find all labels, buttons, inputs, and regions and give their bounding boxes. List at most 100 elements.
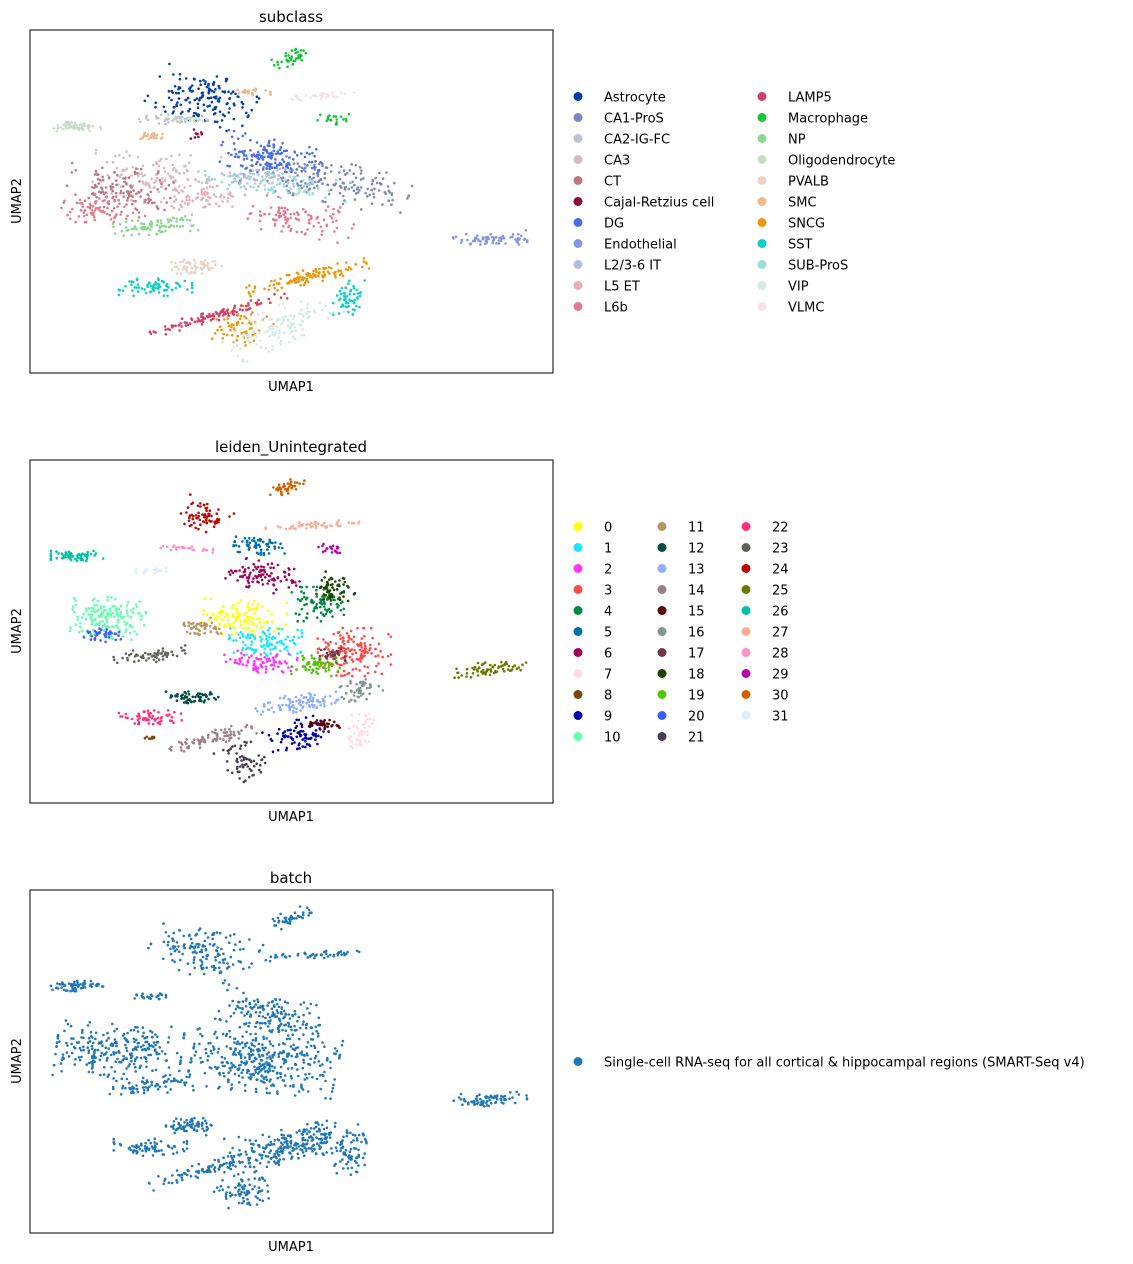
scatter-point <box>164 118 167 121</box>
scatter-point <box>368 683 372 686</box>
scatter-point <box>120 229 124 233</box>
scatter-point <box>336 606 339 609</box>
scatter-point <box>381 689 385 692</box>
scatter-point <box>240 150 244 153</box>
legend-marker <box>573 522 583 531</box>
scatter-point <box>93 554 96 557</box>
scatter-point <box>159 137 163 140</box>
scatter-point <box>295 707 298 711</box>
scatter-point <box>187 693 191 696</box>
scatter-point <box>346 647 350 650</box>
scatter-point <box>203 109 206 112</box>
axes-frame <box>29 29 554 374</box>
scatter-point <box>270 166 274 169</box>
scatter-point <box>164 931 168 934</box>
scatter-point <box>183 201 187 205</box>
scatter-point <box>469 242 473 245</box>
scatter-point <box>288 568 291 571</box>
scatter-point <box>194 261 197 264</box>
scatter-point <box>341 202 345 206</box>
scatter-point <box>497 242 501 245</box>
scatter-point <box>232 323 235 327</box>
scatter-point <box>334 123 338 126</box>
scatter-point <box>288 639 292 643</box>
scatter-point <box>399 211 402 214</box>
scatter-point <box>263 761 267 765</box>
scatter-point <box>148 281 151 285</box>
scatter-point <box>309 1002 313 1006</box>
scatter-point <box>253 178 256 182</box>
scatter-point <box>519 668 522 672</box>
scatter-point <box>279 912 282 916</box>
scatter-point <box>171 111 175 115</box>
scatter-point <box>197 87 200 90</box>
scatter-point <box>250 320 253 324</box>
legend-label: 17 <box>688 647 705 662</box>
scatter-point <box>210 266 214 270</box>
scatter-point <box>269 652 272 655</box>
scatter-point <box>95 982 99 986</box>
scatter-point <box>285 703 288 707</box>
scatter-point <box>245 1012 249 1015</box>
scatter-point <box>137 722 141 726</box>
scatter-point <box>245 757 249 761</box>
scatter-point <box>251 580 254 584</box>
scatter-point <box>351 299 354 303</box>
scatter-point <box>287 652 291 655</box>
scatter-point <box>241 640 245 644</box>
scatter-point <box>295 217 299 221</box>
scatter-point <box>142 182 145 185</box>
scatter-point <box>268 627 271 630</box>
scatter-point <box>315 603 319 606</box>
scatter-point <box>204 205 207 208</box>
scatter-point <box>230 92 233 95</box>
scatter-point <box>302 1033 305 1036</box>
scatter-point <box>227 983 231 986</box>
scatter-point <box>218 110 222 113</box>
scatter-point <box>336 95 339 99</box>
scatter-point <box>277 546 281 549</box>
scatter-point <box>517 243 521 246</box>
scatter-point <box>335 659 338 663</box>
scatter-point <box>289 314 293 318</box>
legend-item: CA3 <box>573 154 630 169</box>
scatter-point <box>272 63 276 67</box>
scatter-point <box>250 962 253 965</box>
scatter-point <box>342 669 346 673</box>
scatter-point <box>328 589 332 592</box>
legend-label: CA2-IG-FC <box>604 133 670 148</box>
scatter-point <box>323 695 327 699</box>
scatter-point <box>275 1015 279 1018</box>
scatter-point <box>251 172 254 176</box>
scatter-point <box>129 615 133 619</box>
scatter-point <box>230 323 233 326</box>
scatter-point <box>352 287 356 290</box>
scatter-point <box>313 607 316 610</box>
scatter-point <box>317 162 321 166</box>
scatter-point <box>89 615 93 619</box>
scatter-point <box>291 638 295 642</box>
scatter-point <box>339 647 343 650</box>
scatter-point <box>113 232 117 235</box>
scatter-point <box>329 188 333 192</box>
scatter-point <box>222 748 225 752</box>
scatter-point <box>232 142 236 145</box>
scatter-point <box>263 647 267 651</box>
scatter-point <box>196 622 199 626</box>
scatter-point <box>124 623 127 627</box>
scatter-point <box>494 669 497 673</box>
scatter-point <box>278 167 282 171</box>
scatter-point <box>288 175 292 178</box>
legend-item: CA1-ProS <box>573 112 664 127</box>
scatter-point <box>257 298 260 302</box>
scatter-point <box>296 1019 299 1023</box>
scatter-point <box>172 721 175 724</box>
legend-marker <box>573 155 583 164</box>
scatter-point <box>303 603 306 607</box>
scatter-point <box>158 285 162 289</box>
scatter-point <box>346 302 350 305</box>
scatter-point <box>118 612 122 616</box>
scatter-point <box>69 989 72 993</box>
scatter-point <box>283 206 287 210</box>
scatter-point <box>301 654 304 658</box>
